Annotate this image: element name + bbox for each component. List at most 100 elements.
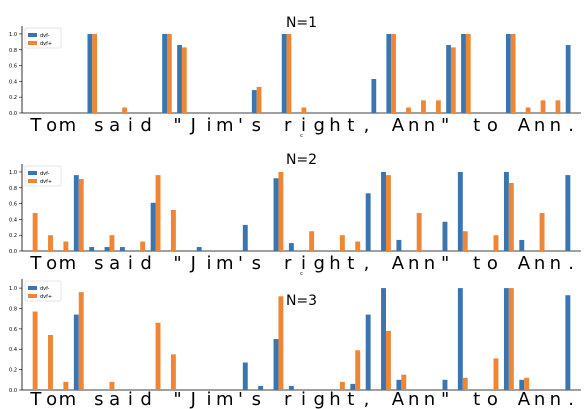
category-label: i [128, 389, 133, 409]
bar-dvf+-33 [539, 213, 545, 251]
legend-swatch-dvf- [28, 171, 37, 175]
category-label: o [487, 253, 498, 274]
category-label: n [408, 389, 419, 409]
category-label: T [29, 389, 42, 409]
category-label: ' [238, 389, 243, 409]
category-label: J [190, 389, 196, 409]
category-label: i [301, 389, 306, 409]
bar-dvf+-3 [78, 292, 84, 390]
bar-dvf--31 [503, 171, 509, 251]
category-label: A [518, 115, 531, 136]
category-label: m [59, 389, 77, 409]
y-tick-label: 0.6 [9, 64, 17, 70]
category-label: " [441, 115, 449, 136]
legend-swatch-dvf- [28, 286, 37, 290]
x-axis-label: c [300, 271, 303, 277]
bar-dvf--24 [396, 379, 402, 390]
category-label: , [364, 389, 370, 409]
category-label: a [109, 389, 120, 409]
category-label: i [207, 115, 212, 136]
bar-dvf--31 [503, 288, 509, 390]
category-label: r [284, 389, 292, 409]
category-label: s [252, 389, 261, 409]
bar-dvf+-33 [525, 107, 531, 113]
bar-dvf--11 [196, 247, 202, 251]
bar-dvf+-32 [524, 377, 530, 390]
category-label: s [252, 115, 261, 136]
bar-dvf+-1 [48, 334, 53, 390]
bar-dvf--23 [381, 171, 386, 251]
category-label: n [534, 389, 545, 409]
category-label: t [473, 115, 480, 136]
bar-dvf+-7 [140, 241, 146, 251]
bar-dvf--17 [288, 385, 294, 390]
bar-dvf+-9 [166, 33, 172, 114]
bar-dvf--21 [350, 383, 356, 390]
y-tick-label: 0.6 [9, 202, 17, 208]
category-label: A [392, 389, 405, 409]
category-label: n [550, 253, 561, 274]
bar-dvf+-9 [170, 209, 176, 251]
bar-dvf+-29 [465, 33, 471, 114]
y-tick-label: 0.8 [9, 306, 17, 312]
category-label: A [518, 389, 531, 409]
legend: dvf-dvf+ [24, 165, 62, 187]
category-label: i [301, 253, 306, 274]
bar-dvf--17 [288, 243, 294, 251]
category-label: n [550, 389, 561, 409]
legend-label-dvf+: dvf+ [40, 179, 52, 185]
bar-dvf+-25 [416, 213, 422, 251]
bar-dvf--8 [150, 202, 156, 251]
bar-dvf+-26 [421, 100, 426, 113]
bar-dvf--9 [162, 33, 167, 114]
bar-dvf--22 [365, 314, 371, 390]
legend-label-dvf+: dvf+ [40, 294, 52, 300]
bar-dvf+-31 [508, 288, 514, 390]
category-label: m [216, 253, 234, 274]
category-label: s [94, 115, 103, 136]
category-label: r [284, 115, 292, 136]
bar-dvf--32 [505, 33, 511, 114]
bar-dvf+-25 [406, 107, 411, 113]
bar-dvf--3 [73, 314, 79, 390]
legend-swatch-dvf+ [28, 41, 37, 45]
chart-title: N=3 [286, 293, 317, 309]
category-label: d [140, 253, 151, 274]
category-label: A [518, 253, 531, 274]
category-label: " [173, 115, 181, 136]
category-label: i [128, 115, 133, 136]
bar-dvf+-8 [155, 322, 161, 390]
y-tick-label: 0.0 [9, 111, 17, 117]
category-label: o [487, 115, 498, 136]
category-label: h [329, 115, 340, 136]
bar-dvf+-28 [450, 47, 456, 114]
category-label: m [216, 389, 234, 409]
bar-dvf--28 [446, 45, 451, 114]
bar-dvf+-15 [256, 86, 262, 113]
category-label: " [441, 389, 449, 409]
y-tick-label: 0.4 [9, 347, 17, 353]
bar-dvf--32 [519, 379, 525, 390]
bar-dvf+-24 [391, 33, 396, 114]
category-label: . [568, 389, 574, 409]
bar-dvf--16 [273, 178, 279, 251]
bar-dvf--28 [457, 171, 463, 251]
category-label: o [46, 115, 57, 136]
category-label: o [487, 389, 498, 409]
bar-dvf--16 [273, 339, 279, 390]
category-label: g [314, 115, 325, 136]
category-label: T [29, 115, 42, 136]
bar-dvf--22 [365, 193, 371, 251]
bar-dvf--15 [251, 90, 257, 113]
category-label: r [284, 253, 292, 274]
bar-dvf+-16 [278, 171, 284, 251]
bar-dvf--27 [442, 221, 448, 251]
category-label: n [534, 253, 545, 274]
bar-dvf+-3 [78, 179, 84, 251]
bar-dvf--4 [87, 33, 93, 114]
category-label: i [207, 253, 212, 274]
legend-label-dvf+: dvf+ [40, 41, 52, 47]
